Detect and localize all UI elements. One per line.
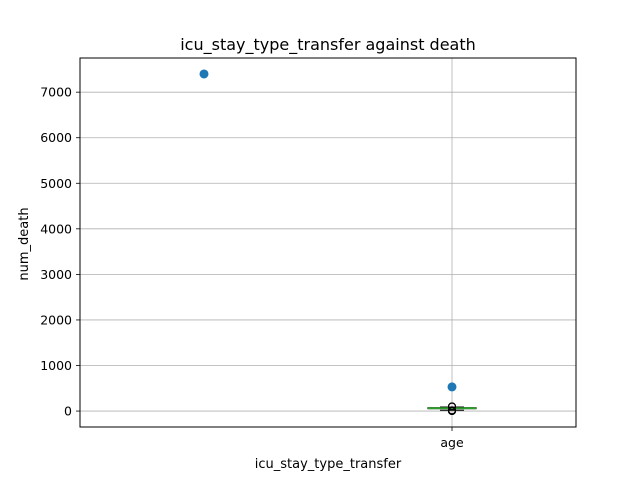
y-tick-label: 6000 xyxy=(40,130,72,145)
scatter-points xyxy=(199,69,457,392)
y-axis: 0 1000 2000 3000 4000 5000 6000 7000 xyxy=(40,85,80,419)
scatter-point xyxy=(447,382,457,392)
y-tick-label: 7000 xyxy=(40,85,72,100)
grid xyxy=(80,58,576,427)
plot-frame xyxy=(79,57,577,428)
y-tick-label: 1000 xyxy=(40,358,72,373)
y-tick-label: 4000 xyxy=(40,221,72,236)
boxplot-outlier xyxy=(448,402,456,411)
x-tick-label: age xyxy=(440,435,464,450)
y-tick-label: 0 xyxy=(64,404,72,419)
x-axis-label: icu_stay_type_transfer xyxy=(255,457,402,472)
boxplot-outlier xyxy=(448,406,456,415)
y-tick-label: 2000 xyxy=(40,312,72,327)
y-axis-label: num_death xyxy=(17,207,32,280)
boxplot xyxy=(427,402,477,416)
scatter-point xyxy=(199,69,209,79)
y-tick-label: 5000 xyxy=(40,176,72,191)
x-axis: age xyxy=(440,427,464,450)
y-tick-label: 3000 xyxy=(40,267,72,282)
chart-title: icu_stay_type_transfer against death xyxy=(180,35,476,55)
